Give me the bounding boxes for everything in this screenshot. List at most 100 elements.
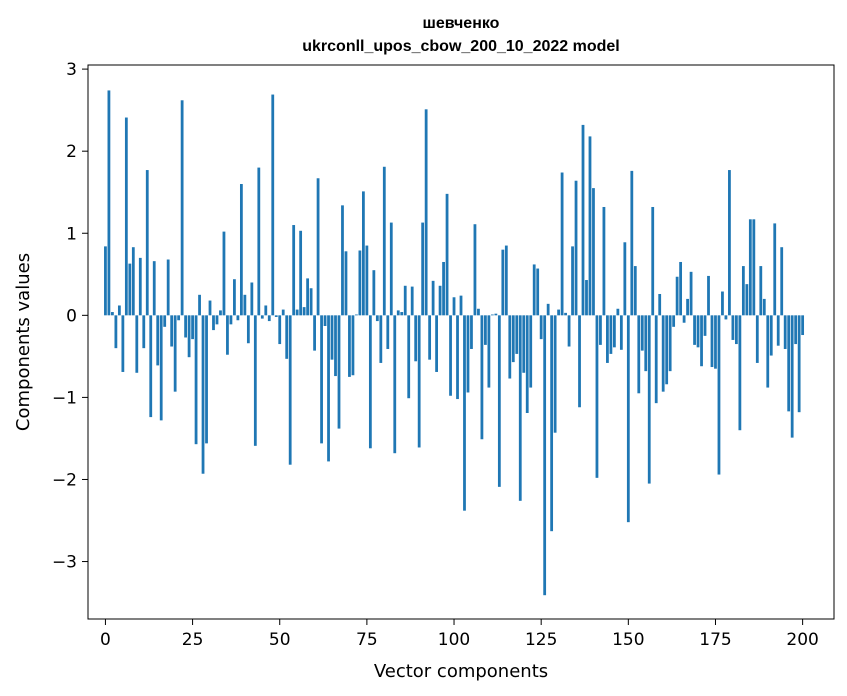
bar-component-155	[644, 315, 648, 372]
x-axis-label: Vector components	[374, 661, 548, 682]
bar-component-124	[536, 268, 540, 316]
bar-component-67	[337, 315, 341, 429]
bar-component-91	[421, 222, 425, 316]
bar-component-123	[532, 264, 536, 316]
bar-component-87	[407, 315, 411, 399]
bar-component-152	[633, 266, 637, 316]
bar-component-148	[619, 315, 623, 350]
bar-component-190	[766, 315, 770, 388]
bar-component-7	[128, 263, 132, 316]
bar-component-62	[320, 315, 323, 444]
bar-component-133	[567, 315, 571, 347]
bar-component-183	[741, 266, 745, 316]
x-tick-label: 200	[786, 630, 818, 650]
bar-component-198	[794, 315, 798, 345]
bar-component-92	[424, 109, 428, 316]
bar-component-162	[668, 315, 672, 372]
bar-component-184	[745, 284, 749, 316]
bar-component-128	[550, 315, 554, 532]
bar-component-93	[428, 315, 432, 360]
bar-component-102	[459, 295, 463, 316]
bar-component-172	[703, 315, 707, 336]
bar-component-171	[700, 315, 703, 367]
bar-component-153	[637, 315, 641, 394]
bar-component-122	[529, 315, 533, 388]
bar-component-104	[466, 315, 470, 393]
bar-component-200	[801, 315, 805, 336]
bar-component-43	[253, 315, 257, 446]
bar-component-95	[435, 315, 438, 372]
bar-component-30	[208, 300, 212, 316]
bar-component-175	[714, 315, 717, 369]
bar-component-14	[152, 261, 156, 316]
bar-component-160	[661, 315, 665, 392]
bar-component-59	[309, 288, 313, 316]
bar-component-117	[511, 315, 515, 363]
bar-component-4	[117, 305, 121, 316]
bar-component-161	[665, 315, 669, 385]
bar-component-60	[313, 315, 316, 351]
bar-component-64	[327, 315, 330, 462]
x-tick-label: 0	[100, 630, 111, 650]
bar-component-118	[515, 315, 519, 354]
y-tick-label: −2	[52, 470, 77, 490]
bar-component-116	[508, 315, 512, 379]
chart-title-line2: ukrconll_upos_cbow_200_10_2022 model	[302, 38, 619, 55]
bar-component-37	[233, 279, 236, 316]
bar-component-187	[755, 315, 759, 363]
bar-component-131	[560, 172, 564, 316]
bar-component-136	[578, 315, 581, 408]
bar-component-71	[351, 315, 355, 376]
bar-component-83	[393, 315, 397, 454]
bar-component-12	[145, 170, 149, 316]
bar-component-81	[386, 315, 390, 349]
bar-component-75	[365, 245, 369, 316]
bar-component-138	[585, 280, 588, 316]
bar-component-82	[389, 222, 393, 316]
bar-component-38	[236, 315, 240, 321]
bar-component-130	[557, 309, 560, 316]
bar-component-86	[403, 285, 407, 316]
bar-component-74	[362, 191, 365, 316]
bar-component-63	[323, 315, 327, 326]
bar-component-140	[592, 188, 595, 316]
bar-component-174	[710, 315, 714, 368]
bar-component-18	[166, 259, 170, 316]
bar-component-145	[609, 315, 613, 354]
y-tick-label: −1	[52, 388, 77, 408]
x-tick-label: 175	[699, 630, 731, 650]
bar-component-16	[159, 315, 163, 421]
y-axis-label: Components values	[13, 253, 34, 431]
x-tick-label: 50	[269, 630, 291, 650]
bar-component-44	[257, 167, 261, 316]
bar-component-127	[546, 303, 550, 316]
bar-component-69	[344, 251, 348, 316]
bar-component-109	[484, 315, 487, 345]
bar-component-53	[288, 315, 292, 465]
bar-component-107	[477, 308, 480, 316]
x-tick-label: 25	[182, 630, 204, 650]
x-tick-label: 150	[612, 630, 644, 650]
bar-component-90	[417, 315, 421, 448]
bar-component-79	[379, 315, 383, 363]
x-tick-label: 100	[438, 630, 470, 650]
bar-component-23	[184, 315, 187, 338]
bar-component-168	[689, 271, 693, 316]
bar-component-181	[735, 315, 738, 345]
bar-component-119	[518, 315, 522, 501]
bar-component-52	[285, 315, 289, 359]
bar-component-0	[104, 246, 107, 316]
bar-component-55	[295, 309, 299, 316]
bar-component-156	[647, 315, 651, 484]
bar-component-88	[410, 286, 414, 316]
bar-component-20	[173, 315, 177, 392]
bar-component-149	[623, 242, 627, 316]
bar-component-94	[431, 280, 435, 316]
bar-component-114	[501, 249, 505, 316]
bar-component-180	[731, 315, 735, 340]
bar-component-85	[400, 312, 404, 316]
bar-component-197	[790, 315, 794, 438]
bar-component-135	[574, 180, 578, 316]
bar-component-34	[222, 231, 226, 316]
